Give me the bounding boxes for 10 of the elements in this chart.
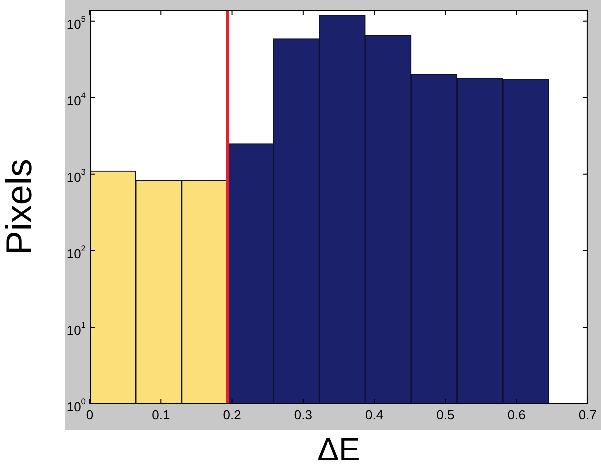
x-tick-label: 0.5	[436, 407, 455, 422]
x-axis-title: ΔE	[318, 432, 360, 468]
x-tick-label: 0.2	[223, 407, 242, 422]
y-axis-title: Pixels	[0, 159, 40, 256]
x-tick-label: 0.4	[366, 407, 384, 422]
x-tick-label: 0.7	[578, 407, 598, 422]
x-tick-label: 0	[86, 407, 94, 422]
x-tick-label: 0.1	[152, 407, 170, 422]
x-tick-label: 0.3	[294, 407, 312, 422]
x-tick-label: 0.6	[508, 407, 526, 422]
